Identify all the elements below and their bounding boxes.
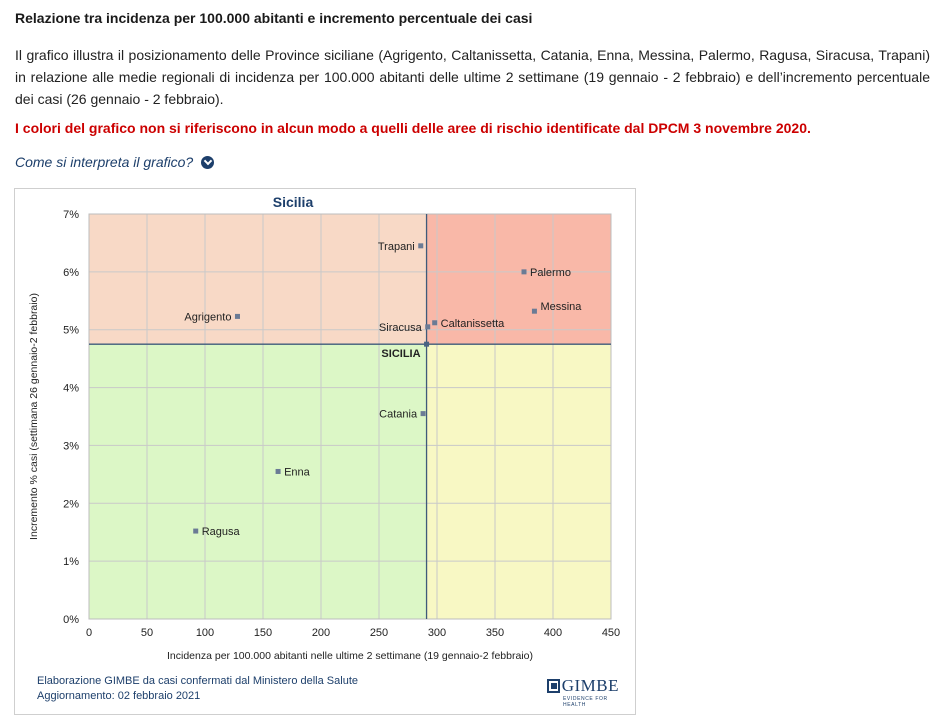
y-tick-label: 7% <box>63 209 79 221</box>
y-tick-label: 0% <box>63 614 79 626</box>
data-label: Siracusa <box>379 322 423 334</box>
data-label: Enna <box>284 466 311 478</box>
y-tick-label: 5% <box>63 325 79 337</box>
reference-point <box>424 341 430 347</box>
reference-label: SICILIA <box>381 348 420 360</box>
y-tick-label: 6% <box>63 267 79 279</box>
data-label: Palermo <box>530 267 571 279</box>
chart-title: Sicilia <box>273 194 314 210</box>
help-link-label[interactable]: Come si interpreta il grafico? <box>15 154 194 170</box>
quadrant-top-right <box>426 214 611 345</box>
x-tick-label: 250 <box>370 627 388 639</box>
gimbe-logo: GIMBE EVIDENCE FOR HEALTH <box>547 676 619 708</box>
plot-frame <box>88 213 612 620</box>
x-tick-label: 200 <box>312 627 330 639</box>
x-tick-label: 350 <box>486 627 504 639</box>
y-tick-label: 1% <box>63 556 79 568</box>
data-point <box>420 411 426 417</box>
scatter-chart: 0 50 100 150 200 250 300 350 400 450 0% 1% 2% 3% 4% 5% 6… <box>28 194 620 662</box>
data-point <box>275 468 281 474</box>
x-tick-label: 50 <box>141 627 153 639</box>
x-tick-label: 300 <box>428 627 446 639</box>
footer-updated: Aggiornamento: 02 febbraio 2021 <box>37 690 201 702</box>
chart-footer: Elaborazione GIMBE da casi confermati da… <box>37 674 358 704</box>
quadrant-top-left <box>89 214 427 345</box>
data-point <box>193 528 199 534</box>
quadrant-bottom-right <box>426 344 611 619</box>
page-heading: Relazione tra incidenza per 100.000 abit… <box>15 10 533 26</box>
logo-tagline: EVIDENCE FOR HEALTH <box>563 696 608 708</box>
y-tick-label: 4% <box>63 383 79 395</box>
footer-source: Elaborazione GIMBE da casi confermati da… <box>37 675 358 687</box>
quadrant-bottom-left <box>89 344 427 619</box>
gimbe-logo-icon <box>547 679 560 693</box>
x-tick-label: 150 <box>254 627 272 639</box>
help-toggle[interactable]: Come si interpreta il grafico? <box>15 154 215 170</box>
data-point <box>531 308 537 314</box>
logo-name: GIMBE <box>561 676 619 695</box>
x-tick-label: 450 <box>602 627 620 639</box>
chart-container: 0 50 100 150 200 250 300 350 400 450 0% 1% 2% 3% 4% 5% 6… <box>14 188 636 715</box>
x-axis-label: Incidenza per 100.000 abitanti nelle ult… <box>167 650 533 662</box>
data-point <box>521 269 527 275</box>
data-point <box>418 243 424 249</box>
warning-text: I colori del grafico non si riferiscono … <box>15 120 811 136</box>
x-tick-label: 400 <box>544 627 562 639</box>
x-tick-label: 100 <box>196 627 214 639</box>
data-point <box>425 324 431 330</box>
data-point <box>234 313 240 319</box>
data-label: Trapani <box>378 241 415 253</box>
intro-paragraph: Il grafico illustra il posizionamento de… <box>15 47 930 107</box>
data-label: Ragusa <box>202 526 241 538</box>
y-tick-label: 3% <box>63 440 79 452</box>
chevron-down-circle-icon[interactable] <box>201 155 215 169</box>
data-label: Agrigento <box>184 311 231 323</box>
data-label: Messina <box>540 301 582 313</box>
data-label: Caltanissetta <box>441 318 505 330</box>
data-point <box>432 320 438 326</box>
data-label: Catania <box>379 409 418 421</box>
x-tick-label: 0 <box>86 627 92 639</box>
y-axis-label: Incremento % casi (settimana 26 gennaio-… <box>28 293 40 540</box>
y-tick-label: 2% <box>63 498 79 510</box>
